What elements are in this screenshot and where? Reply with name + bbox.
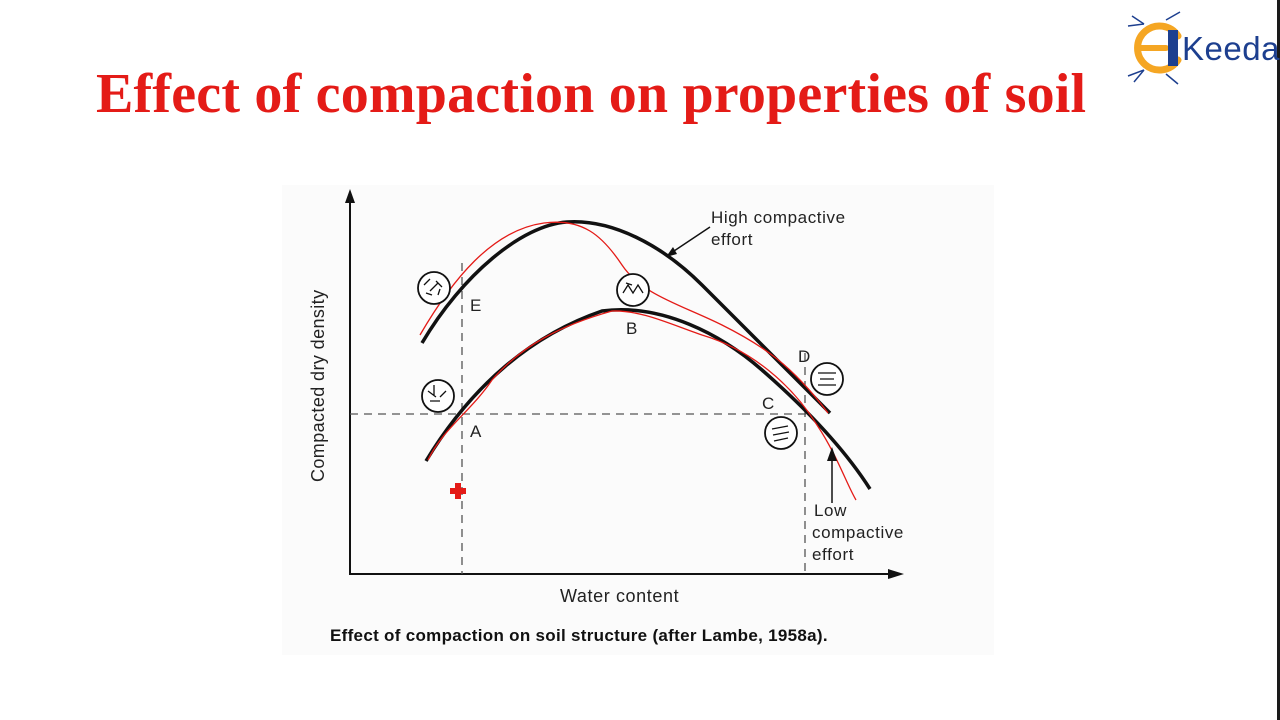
slide-right-border xyxy=(1277,0,1280,720)
figure-caption: Effect of compaction on soil structure (… xyxy=(330,626,828,645)
ekeeda-logo-icon xyxy=(1127,11,1182,85)
y-axis-label: Compacted dry density xyxy=(308,289,328,483)
high-effort-pointer xyxy=(667,226,711,256)
compaction-diagram xyxy=(345,189,904,579)
soil-structure-flocculated-icon xyxy=(417,271,451,305)
soil-structure-flocculated-icon xyxy=(616,273,650,307)
soil-structure-flocculated-icon xyxy=(421,379,455,413)
low-effort-label-line1: Low xyxy=(814,501,847,520)
point-label-b: B xyxy=(626,319,638,338)
diagram-figure xyxy=(282,185,994,655)
low-effort-label-line3: effort xyxy=(812,545,855,564)
low-effort-curve xyxy=(424,308,872,490)
point-label-e: E xyxy=(470,296,482,315)
soil-structure-dispersed-icon xyxy=(764,416,798,450)
high-effort-label-line2: effort xyxy=(711,230,754,249)
x-axis-label: Water content xyxy=(560,586,680,606)
y-axis-arrowhead xyxy=(345,189,355,203)
point-label-a: A xyxy=(470,422,482,441)
soil-structure-dispersed-icon xyxy=(810,362,844,396)
x-axis-arrowhead xyxy=(888,569,904,579)
point-label-d: D xyxy=(798,347,811,366)
red-annotation-low xyxy=(427,310,857,501)
high-effort-label-line1: High compactive xyxy=(711,208,846,227)
red-annotation-high xyxy=(419,221,829,414)
low-effort-label-line2: compactive xyxy=(812,523,904,542)
logo-text: Keeda xyxy=(1182,30,1280,67)
red-cursor-cross-icon xyxy=(450,483,466,499)
slide-title: Effect of compaction on properties of so… xyxy=(96,63,1087,125)
point-label-c: C xyxy=(762,394,775,413)
